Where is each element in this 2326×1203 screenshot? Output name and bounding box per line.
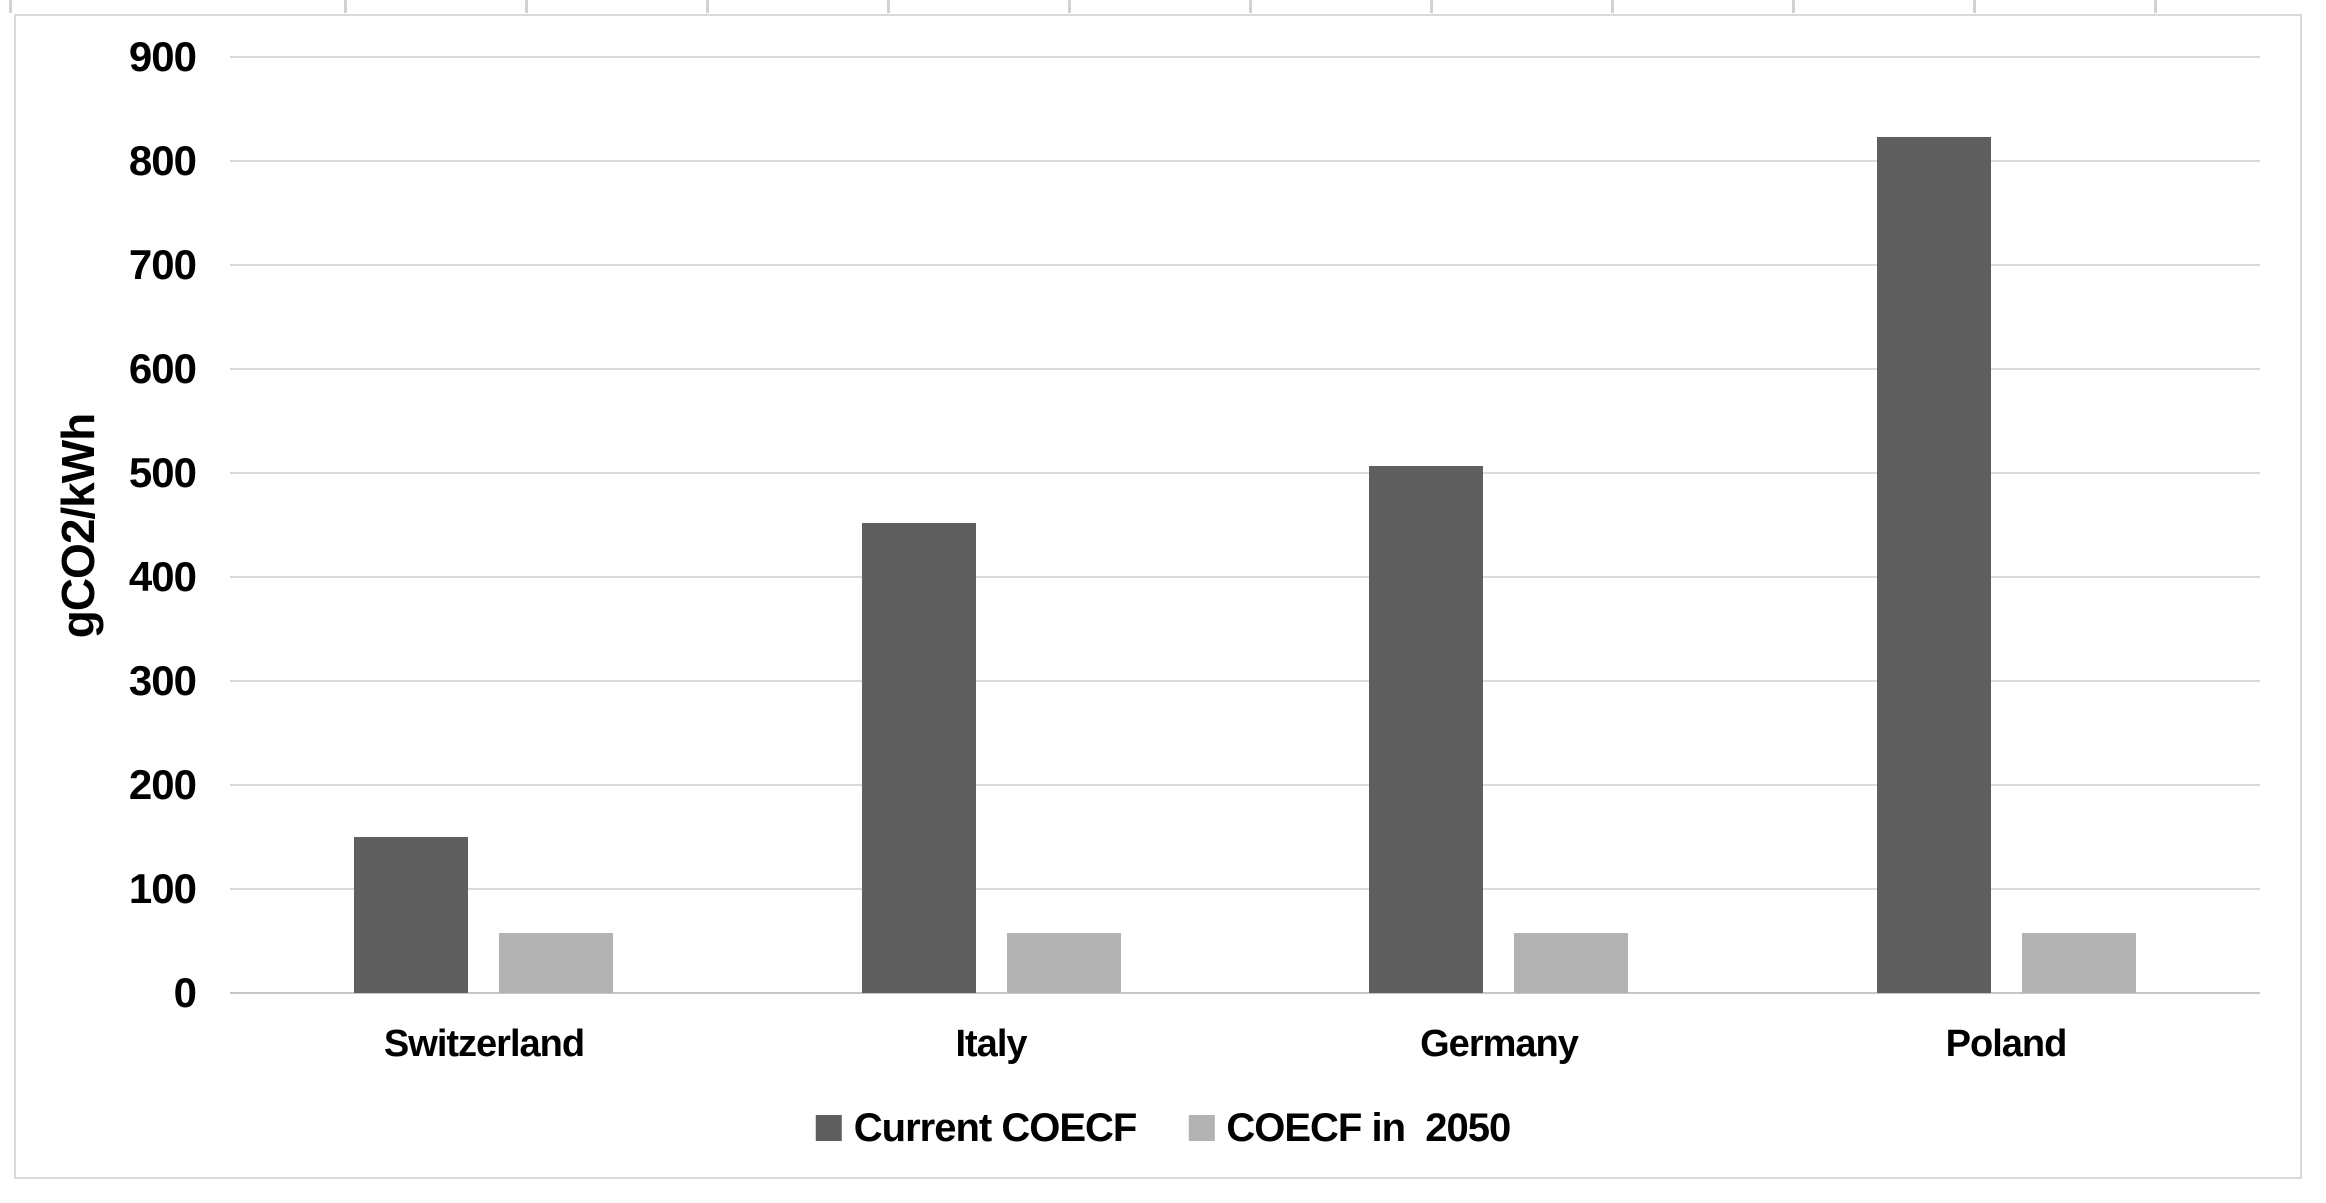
x-axis-line <box>230 992 2260 994</box>
legend-swatch-coecf-2050-icon <box>1188 1115 1215 1141</box>
x-category-label-switzerland: Switzerland <box>383 1023 585 1065</box>
bar-coecf-in-2050-poland <box>2022 933 2136 993</box>
y-tick-label: 700 <box>128 241 197 288</box>
gridline <box>230 264 2260 266</box>
y-tick-label: 900 <box>128 33 197 80</box>
gridline <box>230 576 2260 578</box>
gridline <box>230 56 2260 58</box>
y-axis-title: gCO2/kWh <box>52 413 104 639</box>
spreadsheet-column-ticks <box>0 0 2326 13</box>
legend: Current COECF COECF in 2050 <box>815 1102 1511 1154</box>
y-tick-label: 100 <box>128 865 197 912</box>
gridline <box>230 472 2260 474</box>
bar-current-coecf-germany <box>1369 466 1483 993</box>
x-category-label-poland: Poland <box>1945 1023 2068 1065</box>
bar-current-coecf-poland <box>1877 137 1991 993</box>
y-tick-label: 300 <box>128 657 197 704</box>
legend-swatch-current-coecf-icon <box>815 1115 842 1141</box>
gridline <box>230 680 2260 682</box>
legend-label-current-coecf: Current COECF <box>853 1106 1138 1150</box>
y-tick-label: 600 <box>128 345 197 392</box>
bar-coecf-in-2050-germany <box>1514 933 1628 993</box>
legend-item-coecf-2050: COECF in 2050 <box>1188 1102 1511 1154</box>
x-category-label-italy: Italy <box>955 1023 1027 1065</box>
bar-current-coecf-italy <box>862 523 976 993</box>
y-tick-label: 200 <box>128 761 197 808</box>
gridline <box>230 368 2260 370</box>
y-tick-label: 0 <box>173 969 197 1016</box>
y-tick-label: 500 <box>128 449 197 496</box>
bar-coecf-in-2050-italy <box>1007 933 1121 993</box>
gridline <box>230 784 2260 786</box>
gridline <box>230 888 2260 890</box>
legend-label-coecf-2050: COECF in 2050 <box>1226 1106 1511 1150</box>
y-tick-label: 400 <box>128 553 197 600</box>
legend-item-current-coecf: Current COECF <box>815 1102 1138 1154</box>
y-tick-label: 800 <box>128 137 197 184</box>
x-category-label-germany: Germany <box>1420 1023 1579 1065</box>
bar-current-coecf-switzerland <box>354 837 468 993</box>
bar-coecf-in-2050-switzerland <box>499 933 613 993</box>
gridline <box>230 160 2260 162</box>
